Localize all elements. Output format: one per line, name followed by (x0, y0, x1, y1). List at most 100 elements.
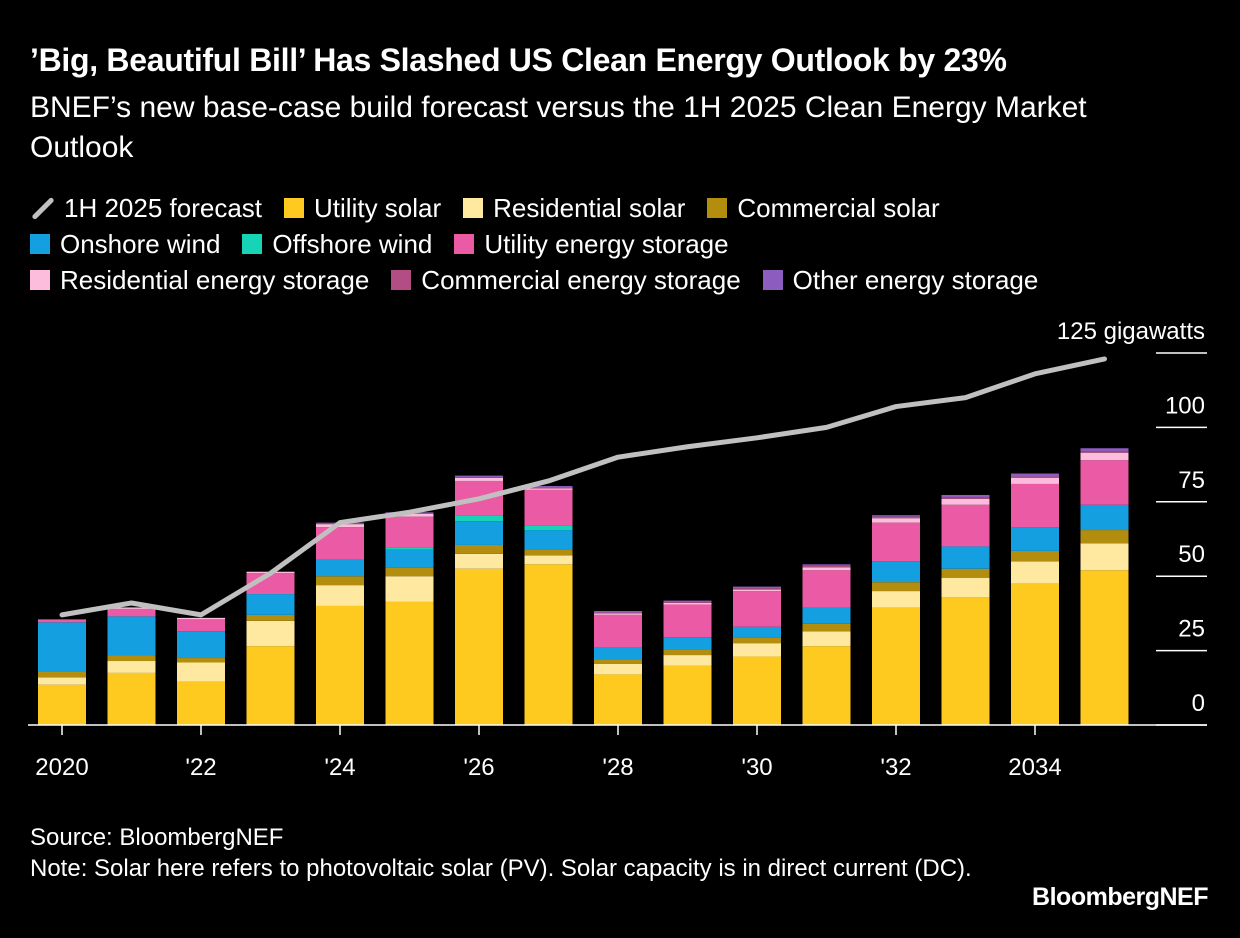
source-note: Source: BloombergNEF (30, 824, 284, 851)
y-tick-label: 50 (1178, 541, 1205, 568)
bar-segment (1080, 543, 1129, 571)
legend-item: Onshore wind (30, 229, 220, 260)
bar-segment (802, 567, 851, 571)
bar-segment (1011, 527, 1059, 551)
bar-segment (524, 489, 573, 526)
bar-segment (1011, 477, 1059, 484)
legend-item: Utility energy storage (454, 228, 729, 260)
x-tick-label: '24 (324, 754, 355, 781)
forecast-line (59, 356, 1107, 618)
legend-label: Onshore wind (60, 228, 221, 259)
bar-segment (733, 586, 781, 589)
legend-item: Commercial energy storage (391, 264, 741, 296)
legend-item: Residential energy storage (30, 265, 369, 296)
bar-segment (177, 619, 225, 632)
bar-segment (733, 588, 781, 590)
chart-note: Note: Solar here refers to photovoltaic … (30, 855, 972, 882)
bar-segment (802, 564, 851, 566)
legend-item: Other energy storage (762, 264, 1039, 296)
bar-segment (524, 486, 573, 488)
bar-segment (663, 665, 712, 725)
bar-segment (107, 608, 156, 617)
x-tick-label: '30 (741, 754, 772, 781)
brand-logo: BloombergNEF (1032, 883, 1208, 911)
bar-segment (107, 607, 156, 609)
bar-segment (872, 515, 920, 517)
bar-segment (1080, 451, 1129, 453)
legend-swatch (391, 270, 412, 290)
bar-segment (802, 631, 851, 647)
bar-segment (872, 522, 920, 562)
bar-segment (733, 626, 781, 638)
bar-segment (872, 516, 920, 519)
bar-segment (733, 643, 781, 657)
legend-label: Utility energy storage (484, 228, 729, 259)
legend-swatch (762, 270, 783, 290)
bar-segment (385, 576, 434, 602)
x-tick-label: '32 (880, 754, 911, 781)
bar-segment (872, 591, 920, 608)
legend-item: Offshore wind (242, 229, 432, 260)
bar-segment (941, 494, 990, 498)
bar-segment (941, 504, 990, 547)
bar-segment (385, 549, 434, 568)
bar-segment (524, 549, 573, 556)
y-tick-label: 125 gigawatts (1057, 318, 1205, 345)
bar-segment (107, 661, 156, 673)
bar-segment (872, 582, 920, 592)
bar-segment (316, 559, 364, 577)
chart-subtitle: BNEF’s new base-case build forecast vers… (30, 91, 1087, 164)
bar-segment (177, 662, 225, 682)
bar-segment (733, 637, 781, 644)
stacked-bar-chart: 125 gigawatts 100 75 50 25 0 2020 '22 '24 '26 '28 '… (28, 318, 1207, 781)
y-tick-label: 25 (1178, 616, 1205, 643)
bar-segment (455, 477, 503, 481)
bar-segment (177, 658, 225, 663)
legend-swatch (454, 234, 475, 254)
bar-segment (941, 568, 990, 578)
bar-segment (455, 475, 503, 478)
legend-row: 1H 2025 forecast Utility solar Residential… (30, 190, 1220, 226)
bar-segment (663, 637, 712, 650)
bar-segment (941, 497, 990, 499)
legend-row: Residential energy storage Commercial ene… (30, 262, 1220, 298)
bar-segment (1080, 460, 1129, 505)
bar-segment (38, 671, 86, 678)
bar-segment (941, 577, 990, 598)
x-tick-label: '22 (185, 754, 216, 781)
legend-label: 1H 2025 forecast (64, 192, 263, 223)
legend-label: Commercial energy storage (421, 264, 741, 295)
bar-segment (455, 553, 503, 569)
bar-segment (385, 567, 434, 577)
bar-segment (802, 623, 851, 632)
bar-segment (594, 611, 642, 613)
bar-segment (455, 515, 503, 522)
bar-segment (802, 607, 851, 624)
legend-label: Other energy storage (792, 264, 1039, 295)
chart-footer: Source: BloombergNEF Note: Solar here re… (30, 822, 990, 884)
bar-segment (38, 622, 86, 672)
legend-item: Residential solar (463, 193, 685, 224)
bar-segment (594, 659, 642, 664)
bar-segment (524, 488, 573, 490)
legend-label: Utility solar (314, 192, 442, 223)
legend-item: 1H 2025 forecast (30, 193, 262, 224)
bar-segment (1080, 530, 1129, 544)
bar-segment (594, 614, 642, 648)
bar-segment (38, 619, 86, 623)
bar-segment (594, 647, 642, 660)
bar-segment (524, 530, 573, 550)
legend-label: Residential energy storage (60, 264, 370, 295)
bar-segment (524, 555, 573, 565)
bar-segment (385, 516, 434, 548)
y-tick-label: 0 (1192, 690, 1205, 717)
bar-segment (1080, 448, 1129, 452)
bar-segment (802, 646, 851, 725)
legend-swatch (242, 234, 263, 254)
bar-segment (1011, 561, 1059, 584)
bar-segment (524, 487, 573, 489)
bar-segment (455, 521, 503, 545)
bar-segment (455, 477, 503, 478)
bar-segment (594, 674, 642, 725)
chart-legend: 1H 2025 forecast Utility solar Residential… (30, 190, 1220, 298)
